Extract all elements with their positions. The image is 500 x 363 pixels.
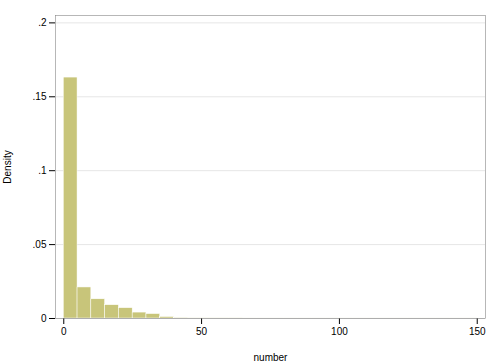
- svg-text:.1: .1: [38, 165, 47, 176]
- svg-text:0: 0: [61, 326, 67, 337]
- svg-text:150: 150: [469, 326, 486, 337]
- svg-text:Density: Density: [2, 150, 13, 183]
- svg-text:number: number: [254, 352, 289, 363]
- svg-text:0: 0: [41, 313, 47, 324]
- svg-text:.2: .2: [38, 17, 47, 28]
- svg-text:.05: .05: [33, 239, 47, 250]
- svg-text:.15: .15: [33, 91, 47, 102]
- svg-text:50: 50: [196, 326, 208, 337]
- svg-text:100: 100: [331, 326, 348, 337]
